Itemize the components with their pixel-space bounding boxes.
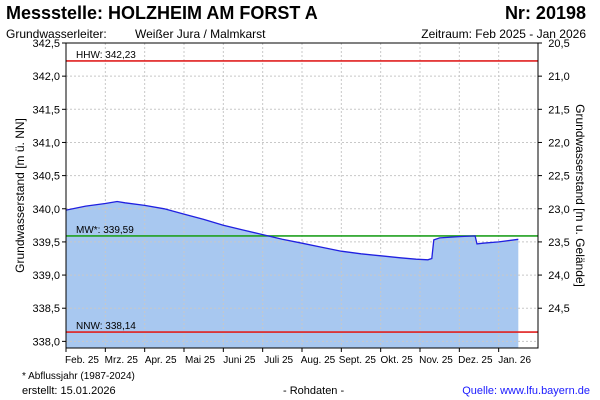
x-tick-label: Apr. 25 xyxy=(145,355,177,366)
station-title: Messstelle: HOLZHEIM AM FORST A xyxy=(6,3,318,23)
y-tick-label: 338,0 xyxy=(32,336,60,348)
y-axis-label: Grundwasserstand [m ü. NN] xyxy=(13,118,27,273)
x-tick-label: Okt. 25 xyxy=(381,355,414,366)
x-tick-label: Feb. 25 xyxy=(65,355,99,366)
right-axis-label: Grundwasserstand [m u. Gelände] xyxy=(573,104,587,287)
y-tick-label: 342,0 xyxy=(32,71,60,83)
aquifer-label: Grundwasserleiter: xyxy=(6,27,107,41)
series-area-fill xyxy=(66,201,519,348)
created-date: erstellt: 15.01.2026 xyxy=(22,385,116,397)
y-tick-label: 341,5 xyxy=(32,104,60,116)
aquifer-value: Weißer Jura / Malmkarst xyxy=(135,27,266,41)
right-tick-label: 21,5 xyxy=(548,104,569,116)
right-tick-label: 22,5 xyxy=(548,171,569,183)
source-link[interactable]: Quelle: www.lfu.bayern.de xyxy=(462,385,590,397)
x-tick-label: Mrz. 25 xyxy=(105,355,139,366)
right-tick-label: 23,5 xyxy=(548,237,569,249)
reference-line-label: MW*: 339,59 xyxy=(76,225,134,236)
right-tick-label: 24,5 xyxy=(548,303,569,315)
plot-frame xyxy=(65,42,539,349)
y-tick-label: 338,5 xyxy=(32,303,60,315)
x-tick-label: Dez. 25 xyxy=(458,355,493,366)
right-tick-label: 23,0 xyxy=(548,204,569,216)
series-line xyxy=(65,200,519,261)
x-tick-label: Juni 25 xyxy=(223,355,256,366)
y-tick-label: 339,0 xyxy=(32,270,60,282)
footnote: * Abflussjahr (1987-2024) xyxy=(22,371,135,382)
y-tick-label: 340,5 xyxy=(32,171,60,183)
x-tick-label: Juli 25 xyxy=(264,355,293,366)
right-tick-label: 20,5 xyxy=(548,38,569,50)
raw-data-note: - Rohdaten - xyxy=(283,385,345,397)
right-tick-label: 24,0 xyxy=(548,270,569,282)
x-tick-label: Aug. 25 xyxy=(301,355,336,366)
y-tick-label: 340,0 xyxy=(32,204,60,216)
y-tick-label: 342,5 xyxy=(32,38,60,50)
y-tick-label: 339,5 xyxy=(32,237,60,249)
x-tick-label: Jan. 26 xyxy=(498,355,531,366)
period-label: Zeitraum: Feb 2025 - Jan 2026 xyxy=(421,27,586,41)
right-tick-label: 21,0 xyxy=(548,71,569,83)
station-number: Nr: 20198 xyxy=(504,3,586,23)
x-tick-label: Mai 25 xyxy=(185,355,215,366)
y-tick-label: 341,0 xyxy=(32,137,60,149)
x-tick-label: Nov. 25 xyxy=(419,355,453,366)
reference-line-label: NNW: 338,14 xyxy=(76,321,136,332)
right-tick-label: 22,0 xyxy=(548,137,569,149)
reference-line-label: HHW: 342,23 xyxy=(76,50,136,61)
x-tick-label: Sept. 25 xyxy=(339,355,377,366)
